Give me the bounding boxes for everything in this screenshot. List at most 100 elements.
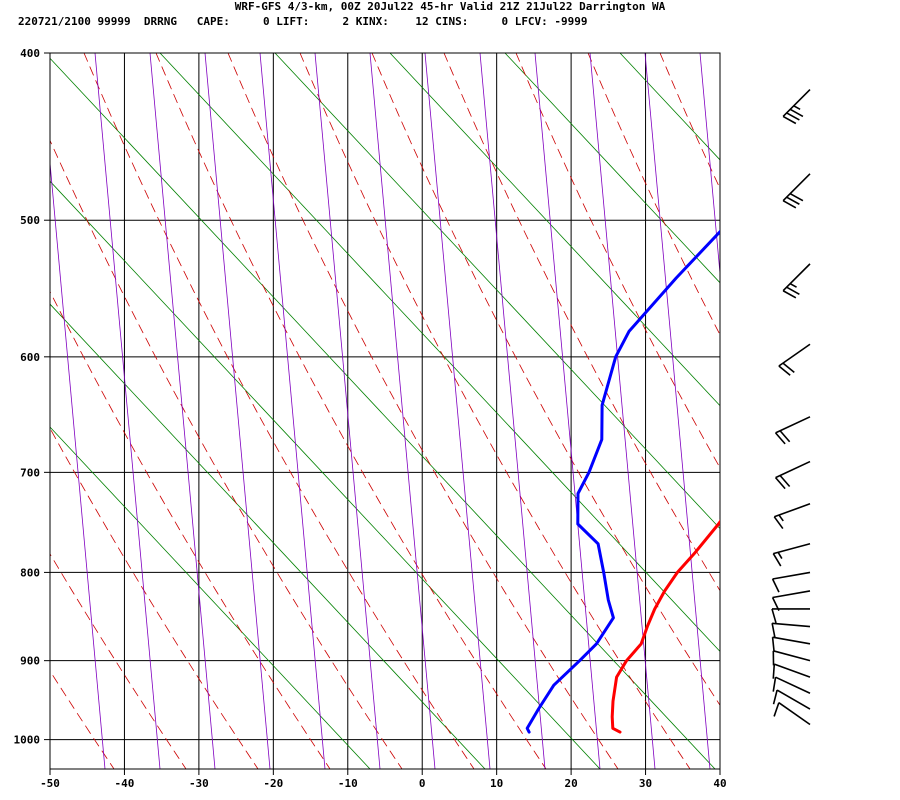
wind-barb — [773, 503, 811, 530]
wind-barb — [782, 88, 811, 125]
wind-barb-feather — [771, 623, 776, 638]
wind-barb-feather — [782, 200, 797, 209]
wind-barb-feather — [772, 677, 777, 692]
x-tick-label: -10 — [338, 777, 358, 790]
wind-barb-staff — [782, 263, 811, 292]
wind-barb-feather — [782, 290, 797, 299]
wind-barb — [773, 702, 811, 726]
temperature-trace — [610, 519, 720, 734]
moist-adiabat-line — [732, 53, 900, 769]
wind-barb — [771, 608, 810, 624]
wind-barb-feather — [772, 689, 778, 705]
wind-barb-staff — [775, 416, 811, 434]
wind-barb-feather — [779, 474, 791, 488]
wind-barb — [774, 460, 811, 490]
dry-adiabat-line — [50, 180, 601, 769]
dry-adiabat-line — [50, 303, 486, 769]
x-tick-label: -50 — [40, 777, 60, 790]
dry-adiabat-line — [50, 426, 371, 769]
sounding-indices-line: 220721/2100 99999 DRRNG CAPE: 0 LIFT: 2 … — [18, 15, 588, 28]
wind-barb — [772, 650, 811, 666]
moist-adiabat-line — [155, 53, 547, 769]
y-tick-label: 700 — [20, 466, 40, 479]
wind-barb-feather — [778, 365, 791, 376]
wind-barb — [771, 622, 811, 638]
wind-barb-feather — [771, 578, 780, 593]
dry-adiabat-line — [274, 53, 720, 530]
wind-barb-feather — [789, 192, 804, 202]
mixing-ratio-line — [314, 53, 381, 769]
wind-barb — [772, 542, 811, 567]
moist-adiabat-line — [50, 139, 403, 769]
moist-adiabat-line — [515, 53, 720, 469]
mixing-ratio-line — [479, 53, 546, 769]
mixing-ratio-line — [644, 53, 711, 769]
wind-barb-staff — [772, 622, 811, 628]
sounding-traces — [525, 229, 720, 734]
wind-barb-staff — [772, 590, 811, 599]
wind-barb — [771, 590, 811, 611]
mixing-ratio-line — [149, 53, 216, 769]
wind-barb-half-feather — [789, 282, 797, 288]
plot-frame — [49, 52, 721, 770]
mixing-ratio-group — [50, 53, 820, 769]
wind-barb-feather — [772, 664, 776, 679]
wind-barb-half-feather — [793, 105, 801, 111]
wind-barb — [772, 676, 811, 694]
mixing-ratio-line — [94, 53, 161, 769]
wind-barb-feather — [771, 637, 775, 652]
mixing-ratio-line — [50, 158, 106, 769]
wind-barb-feather — [774, 432, 786, 445]
moist-adiabat-line — [83, 53, 475, 769]
mixing-ratio-line — [589, 53, 656, 769]
wind-barb-feather — [772, 553, 782, 567]
dry-adiabat-line — [504, 53, 720, 284]
wind-barb-half-feather — [777, 551, 783, 559]
moist-adiabat-group — [50, 53, 900, 769]
wind-barb-staff — [776, 689, 811, 710]
moist-adiabat-line — [876, 53, 900, 769]
mixing-ratio-line — [204, 53, 271, 769]
x-tick-label: 0 — [419, 777, 426, 790]
wind-barb-feather — [782, 362, 795, 373]
moist-adiabat-line — [299, 53, 691, 769]
moist-adiabat-line — [804, 53, 900, 769]
dry-adiabat-line — [389, 53, 720, 407]
mixing-ratio-line — [424, 53, 491, 769]
x-tick-label: -40 — [115, 777, 135, 790]
wind-barb-feather — [773, 702, 780, 717]
wind-barb-staff — [774, 503, 811, 518]
mixing-ratio-line — [755, 53, 820, 769]
isobar-isotherm-grid — [44, 52, 900, 775]
x-tick-label: 40 — [713, 777, 726, 790]
wind-barb — [774, 416, 811, 445]
wind-barb-staff — [773, 650, 811, 662]
y-tick-label: 500 — [20, 214, 40, 227]
wind-barb — [772, 663, 811, 679]
axis-tick-labels: 400 500 600 700 800 900 1000 -50 -40 -30 -20 -10 0 10… — [14, 47, 727, 790]
wind-barb-feather — [786, 286, 800, 295]
wind-barb — [778, 343, 811, 376]
wind-barb — [782, 173, 811, 209]
dry-adiabat-line — [850, 53, 900, 769]
wind-barb-staff — [775, 676, 811, 694]
dry-adiabat-group — [50, 53, 900, 769]
y-tick-label: 900 — [20, 655, 40, 668]
wind-barb-staff — [774, 663, 811, 678]
mixing-ratio-line — [259, 53, 326, 769]
wind-barb-feather — [774, 477, 786, 490]
y-tick-label: 400 — [20, 47, 40, 60]
wind-barb-half-feather — [778, 514, 784, 522]
wind-barb-feather — [782, 115, 797, 125]
wind-barb-staff — [775, 460, 811, 479]
x-tick-label: 30 — [639, 777, 652, 790]
moist-adiabat-line — [50, 290, 331, 769]
dry-adiabat-line — [735, 53, 900, 769]
wind-barb-staff — [772, 636, 811, 645]
wind-barb-staff — [782, 88, 811, 117]
dry-adiabat-line — [50, 57, 716, 769]
wind-barb-feather — [786, 112, 800, 121]
wind-barb-feather — [786, 196, 800, 205]
wind-barb — [772, 689, 811, 710]
chart-title: WRF-GFS 4/3-km, 00Z 20Jul22 45-hr Valid … — [234, 0, 666, 13]
